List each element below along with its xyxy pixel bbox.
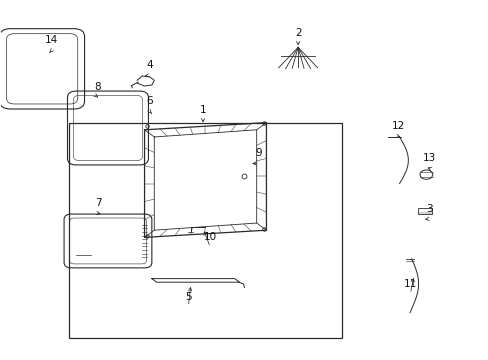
Text: 7: 7 [95, 198, 102, 208]
Text: 10: 10 [203, 232, 217, 242]
Text: 12: 12 [391, 121, 404, 131]
Text: 6: 6 [146, 96, 152, 106]
Text: 14: 14 [45, 35, 59, 45]
Text: 2: 2 [294, 28, 301, 38]
Text: 13: 13 [422, 153, 435, 163]
Text: 1: 1 [199, 105, 206, 115]
Text: 11: 11 [403, 279, 416, 289]
Text: 8: 8 [94, 82, 101, 92]
Text: 4: 4 [146, 60, 152, 70]
Text: 5: 5 [185, 292, 191, 302]
Text: 9: 9 [255, 148, 262, 158]
Bar [417, 208, 431, 214]
Text: 3: 3 [426, 204, 432, 214]
Bar [69, 123, 341, 338]
